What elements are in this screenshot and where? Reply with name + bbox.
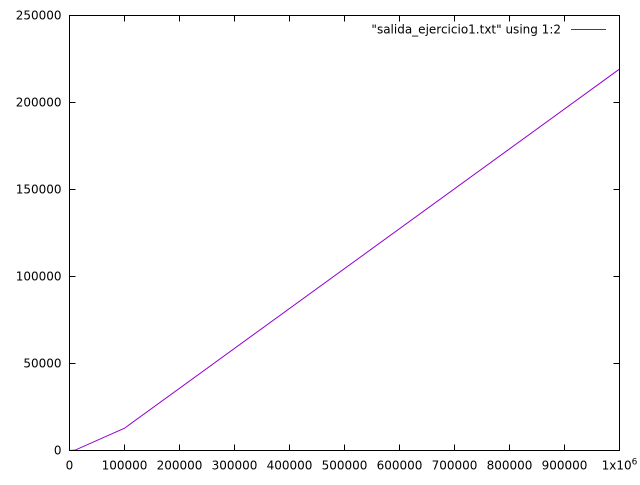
x-tick-label: 200000 [157,459,203,473]
legend-label: "salida_ejercicio1.txt" using 1:2 [371,23,561,37]
y-tick-label: 0 [54,444,62,458]
y-tick-label: 250000 [16,9,62,23]
x-tick-label: 800000 [487,459,533,473]
x-tick-label: 400000 [267,459,313,473]
x-tick-label: 1x106 [602,458,638,473]
x-tick-label: 900000 [542,459,588,473]
x-tick-label-exponent: 6 [632,458,638,468]
y-tick-label: 200000 [16,96,62,110]
x-tick-label: 0 [66,459,74,473]
y-tick-label: 100000 [16,270,62,284]
x-axis-ticks: 0 100000 200000 300000 400000 500000 600000 700… [66,15,638,473]
y-axis-ticks: 0 50000 100000 150000 200000 250000 [16,9,620,458]
x-tick-label: 300000 [212,459,258,473]
x-tick-label: 600000 [377,459,423,473]
x-tick-label: 100000 [102,459,148,473]
y-tick-label: 50000 [23,357,61,371]
legend: "salida_ejercicio1.txt" using 1:2 [371,23,606,37]
x-tick-label: 700000 [432,459,478,473]
x-tick-label: 500000 [322,459,368,473]
y-tick-label: 150000 [16,183,62,197]
